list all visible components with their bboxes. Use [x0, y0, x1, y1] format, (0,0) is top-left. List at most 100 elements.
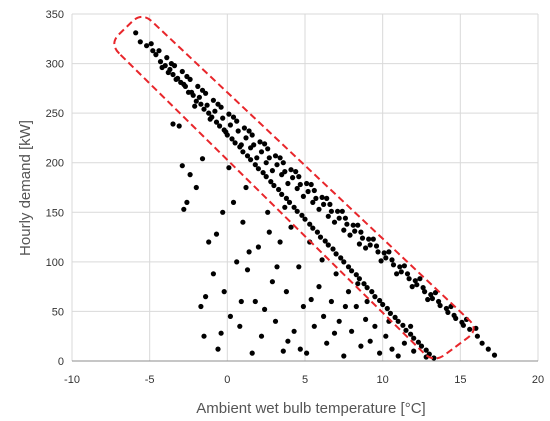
data-point [319, 194, 325, 200]
data-point [338, 255, 344, 261]
data-point [263, 160, 269, 166]
data-point [387, 310, 393, 316]
data-point [262, 141, 268, 147]
data-point [389, 346, 395, 352]
data-point [328, 298, 334, 305]
data-point [213, 119, 220, 125]
data-point [390, 262, 397, 268]
data-point [184, 73, 190, 80]
data-point [401, 263, 407, 269]
data-point [204, 102, 210, 108]
data-point [314, 229, 320, 235]
x-tick-label: 10 [377, 374, 389, 386]
y-tick-label: 200 [46, 158, 64, 170]
data-point [345, 264, 352, 270]
data-point [226, 165, 232, 171]
data-point [304, 350, 310, 356]
data-point [341, 353, 347, 359]
data-point [300, 303, 306, 310]
data-point [491, 352, 498, 358]
data-point [333, 251, 339, 257]
data-point [443, 305, 449, 312]
data-point [258, 149, 265, 155]
data-point [133, 30, 139, 36]
tick-labels: 0 50 100 150 200 250 300 350 -10 -5 0 5 10 15 20 [46, 9, 544, 386]
data-point [366, 236, 372, 242]
data-point [336, 215, 342, 221]
data-point [170, 71, 176, 78]
data-point [341, 227, 347, 233]
data-point [265, 209, 271, 215]
data-point [342, 303, 348, 310]
data-point [428, 292, 434, 298]
data-point [392, 314, 398, 320]
data-point [408, 323, 414, 329]
data-point [414, 282, 420, 288]
data-point [187, 172, 193, 178]
data-point [218, 330, 224, 336]
data-point [248, 145, 254, 151]
data-point [249, 132, 255, 138]
data-point [345, 289, 352, 295]
data-point [311, 187, 317, 194]
data-point [425, 296, 431, 303]
data-point [144, 43, 150, 49]
data-point [240, 219, 246, 225]
data-point [268, 179, 274, 185]
data-point [380, 301, 386, 308]
data-point [311, 323, 317, 329]
data-point [244, 153, 251, 159]
data-point [429, 295, 435, 302]
data-point [179, 163, 185, 169]
data-point [238, 298, 244, 305]
data-point [305, 188, 311, 195]
data-point [308, 181, 314, 188]
data-point [308, 296, 314, 303]
y-tick-label: 100 [46, 257, 64, 269]
data-point [156, 48, 162, 54]
data-point [319, 257, 325, 263]
data-point [274, 162, 280, 168]
data-point [324, 195, 330, 201]
data-point [398, 269, 404, 275]
data-point [349, 268, 355, 274]
data-point [333, 271, 339, 277]
data-point [271, 182, 277, 189]
data-point [255, 244, 261, 250]
data-point [302, 216, 308, 222]
data-point [193, 98, 199, 104]
x-tick-label: 5 [302, 374, 308, 386]
data-point [210, 271, 216, 277]
data-point [266, 155, 272, 161]
data-point [179, 68, 185, 75]
data-point [189, 89, 195, 95]
data-point [243, 135, 249, 141]
data-point [223, 129, 229, 135]
data-point [415, 339, 421, 345]
data-point [384, 305, 390, 312]
data-point [422, 289, 428, 295]
x-tick-label: 20 [532, 374, 544, 386]
data-point [280, 348, 286, 354]
data-point [280, 160, 286, 166]
data-point [272, 153, 279, 159]
data-point [397, 264, 403, 270]
data-point [310, 199, 316, 205]
data-point [313, 195, 319, 201]
data-point [330, 246, 336, 252]
data-point [342, 215, 348, 221]
data-point [467, 326, 473, 332]
data-point [265, 146, 271, 152]
data-point [377, 297, 383, 304]
data-point [203, 294, 209, 300]
data-point [339, 208, 345, 214]
data-point [349, 328, 355, 334]
data-point [232, 140, 238, 146]
data-point [246, 249, 252, 255]
data-point [230, 199, 237, 205]
data-point [157, 59, 164, 65]
data-point [148, 41, 154, 47]
data-point [266, 229, 272, 235]
data-point [198, 101, 204, 107]
